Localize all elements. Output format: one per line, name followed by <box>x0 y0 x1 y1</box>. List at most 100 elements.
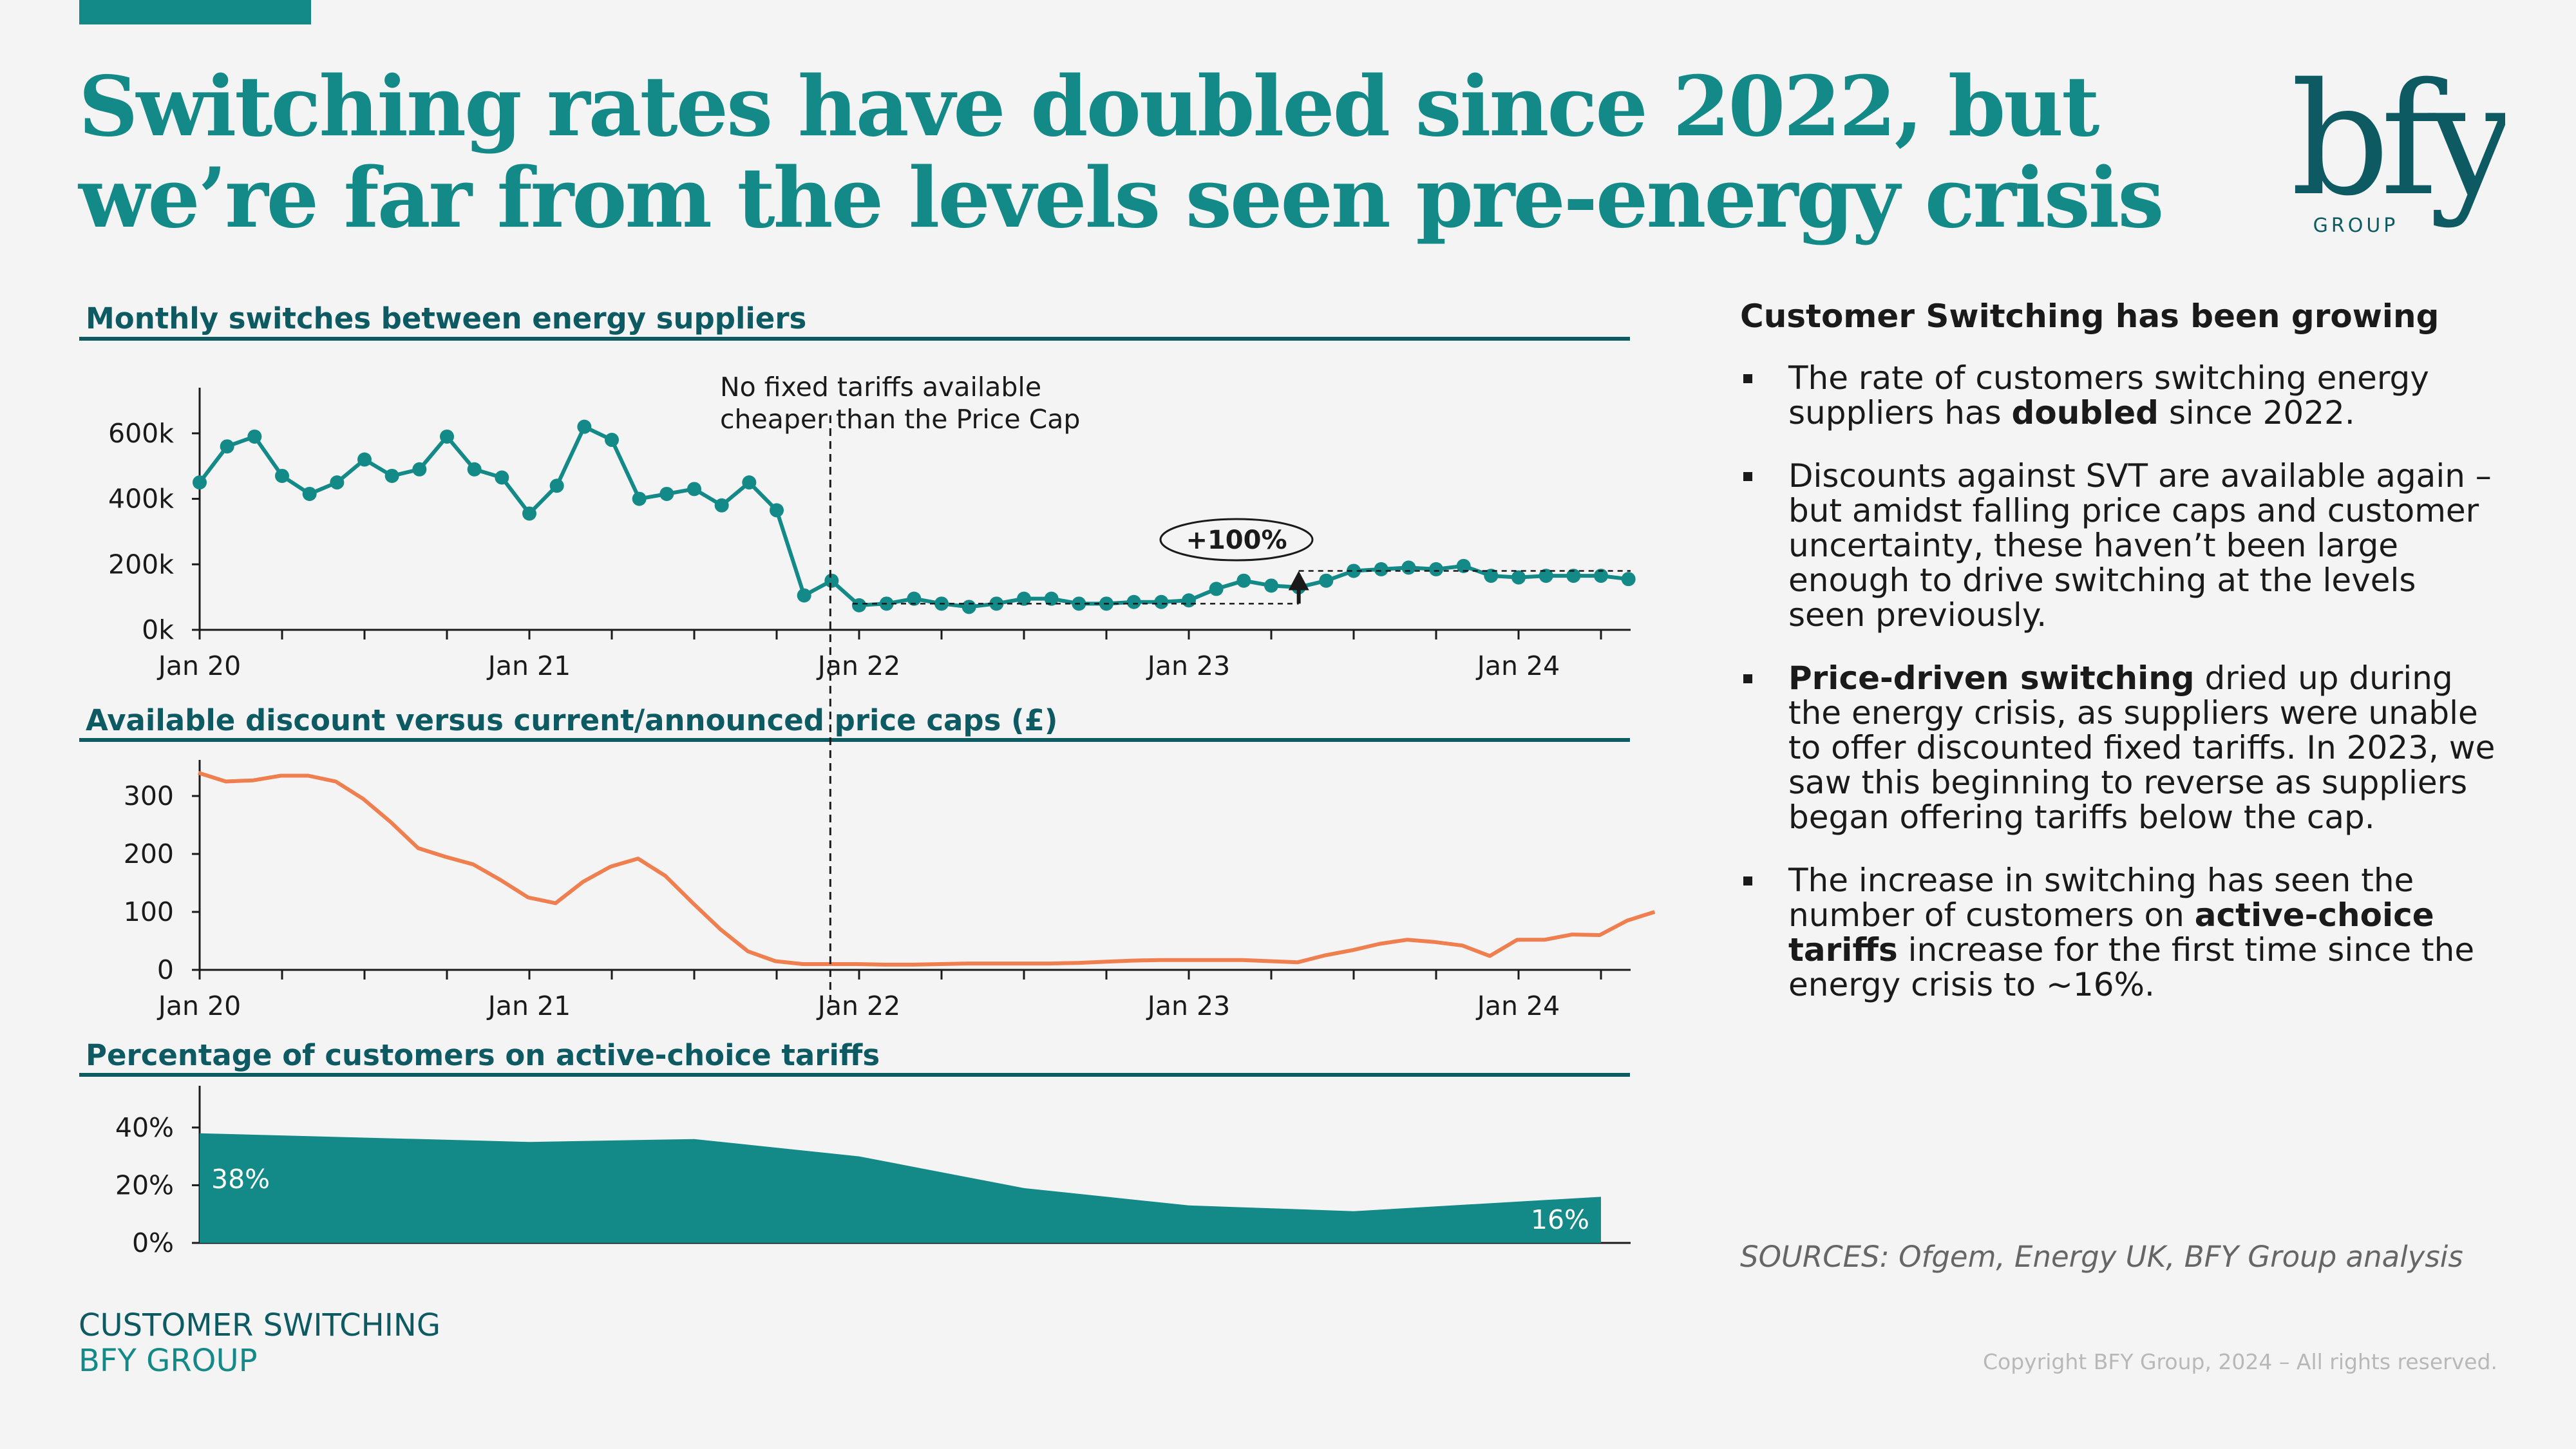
switches-point <box>852 598 866 612</box>
bullet-item: The increase in switching has seen the n… <box>1740 863 2500 1002</box>
switches-point <box>632 491 647 506</box>
y-tick-label: 400k <box>108 484 174 515</box>
page-title: Switching rates have doubled since 2022,… <box>79 59 2164 247</box>
switches-point <box>961 600 976 614</box>
y-tick-label: 600k <box>108 418 174 449</box>
switches-point <box>440 429 454 444</box>
x-tick-label: Jan 22 <box>816 650 900 681</box>
fixed-tariff-note-line1: No fixed tariffs available <box>720 372 1041 402</box>
switches-point <box>770 503 784 518</box>
bullet-text: increase for the first time since the en… <box>1788 931 2475 1003</box>
switches-point <box>1319 573 1334 588</box>
bullet-text: Discounts against SVT are available agai… <box>1788 457 2492 634</box>
bullet-text: dried up during the energy crisis, as su… <box>1788 659 2496 836</box>
active-choice-area <box>200 1133 1601 1243</box>
y-tick-label: 0 <box>157 954 174 985</box>
switches-point <box>220 439 234 454</box>
bullet-item: Price-driven switching dried up during t… <box>1740 661 2500 835</box>
x-tick-label: Jan 24 <box>1475 990 1560 1021</box>
x-tick-label: Jan 24 <box>1475 650 1560 681</box>
switches-point <box>247 429 262 444</box>
y-tick-label: 0k <box>142 614 174 645</box>
switches-point <box>1182 593 1196 608</box>
switches-point <box>1566 569 1581 583</box>
sidebar-bullets: The rate of customers switching energy s… <box>1740 361 2500 1030</box>
switches-point <box>467 462 482 477</box>
y-tick-label: 200k <box>108 549 174 580</box>
switches-point <box>522 506 536 521</box>
switches-point <box>687 482 701 497</box>
y-tick-label: 20% <box>115 1170 174 1200</box>
bullet-text: The increase in switching has seen the n… <box>1788 862 2414 934</box>
logo-subtext: GROUP <box>2313 214 2399 237</box>
bullet-item: Discounts against SVT are available agai… <box>1740 459 2500 632</box>
x-tick-label: Jan 20 <box>156 650 241 681</box>
bullet-text: The rate of customers switching energy s… <box>1788 359 2429 431</box>
sources-note: SOURCES: Ofgem, Energy UK, BFY Group ana… <box>1740 1240 2463 1274</box>
switches-point <box>1401 560 1416 575</box>
x-tick-label: Jan 23 <box>1146 650 1230 681</box>
bullet-emphasis: Price-driven switching <box>1788 659 2195 697</box>
switches-line <box>198 424 1629 609</box>
fixed-tariff-note-line2: cheaper than the Price Cap <box>720 404 1080 435</box>
switches-point <box>1264 578 1278 593</box>
switches-point <box>577 419 592 434</box>
switches-point <box>1456 558 1471 573</box>
x-tick-label: Jan 22 <box>816 990 900 1021</box>
active-choice-chart: 0% 20% 40% 38% 16% <box>115 1086 1631 1258</box>
increase-arrow-head-icon <box>1288 571 1309 591</box>
start-value-label: 38% <box>211 1164 270 1195</box>
x-tick-label: Jan 20 <box>156 990 241 1021</box>
switches-point <box>1126 594 1141 609</box>
y-tick-label: 0% <box>132 1227 174 1258</box>
switches-point <box>797 588 811 603</box>
bullet-marker-icon <box>1743 472 1752 481</box>
discount-line <box>198 771 1656 967</box>
switches-point <box>1594 569 1608 583</box>
switches-point <box>1236 573 1251 588</box>
switches-point <box>1154 594 1169 609</box>
switches-point <box>1539 569 1553 583</box>
switches-point <box>714 498 729 513</box>
charts-canvas: 0k 200k 400k 600k Jan 20 Jan 21 Jan 22 Jan 23 Ja… <box>108 372 1656 1258</box>
copyright: Copyright BFY Group, 2024 – All rights r… <box>1982 1349 2497 1374</box>
x-tick-label: Jan 21 <box>486 990 571 1021</box>
top-accent-bar <box>79 0 311 24</box>
switches-point <box>742 475 757 490</box>
switches-point <box>1347 564 1361 578</box>
bullet-marker-icon <box>1743 374 1752 383</box>
switches-point <box>989 596 1004 611</box>
bullet-marker-icon <box>1743 876 1752 886</box>
switches-point <box>1621 572 1636 587</box>
switches-point <box>907 591 922 606</box>
discount-chart: 0 100 200 300 Jan 20 Jan 21 Jan 22 Jan 23 Jan 24 <box>124 760 1656 1021</box>
switches-point <box>302 486 317 501</box>
bullet-item: The rate of customers switching energy s… <box>1740 361 2500 430</box>
switches-point <box>659 486 674 501</box>
logo-text: bfy <box>2293 71 2505 230</box>
switches-point <box>549 478 564 493</box>
y-tick-label: 100 <box>124 896 174 927</box>
chart1-rule <box>79 337 1630 341</box>
switches-point <box>1209 582 1224 596</box>
switches-point <box>1429 562 1443 576</box>
chart3-title: Percentage of customers on active-choice… <box>86 1038 880 1072</box>
chart3-rule <box>79 1073 1630 1077</box>
end-value-label: 16% <box>1531 1204 1589 1235</box>
sidebar-heading: Customer Switching has been growing <box>1740 298 2439 335</box>
switches-point <box>495 470 509 485</box>
switches-point <box>275 468 289 483</box>
increase-badge <box>1159 518 1314 562</box>
switches-point <box>193 475 207 490</box>
chart1-title: Monthly switches between energy supplier… <box>86 301 807 336</box>
increase-badge-text: +100% <box>1186 526 1287 555</box>
switches-point <box>1017 591 1031 606</box>
switches-point <box>824 573 839 588</box>
switches-point <box>1511 570 1526 585</box>
switches-point <box>605 433 619 448</box>
bullet-marker-icon <box>1743 674 1752 683</box>
chart2-title: Available discount versus current/announ… <box>86 703 1058 737</box>
switches-point <box>1374 562 1388 576</box>
y-tick-label: 200 <box>124 838 174 869</box>
